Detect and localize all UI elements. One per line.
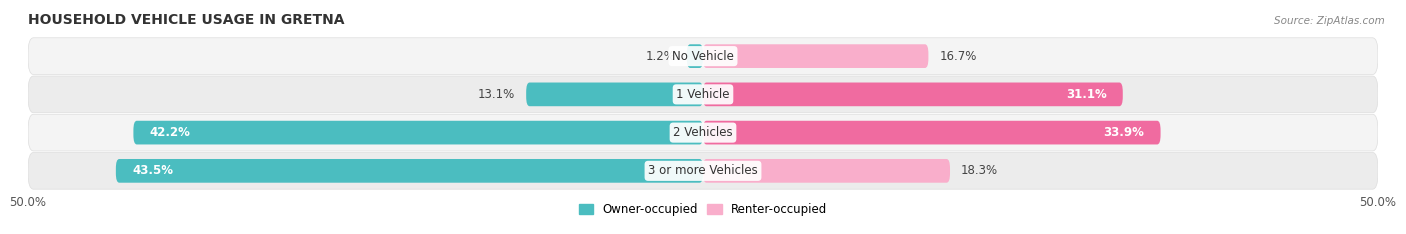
FancyBboxPatch shape xyxy=(703,159,950,183)
FancyBboxPatch shape xyxy=(703,44,928,68)
FancyBboxPatch shape xyxy=(703,83,1123,106)
FancyBboxPatch shape xyxy=(134,121,703,144)
FancyBboxPatch shape xyxy=(28,153,1378,189)
FancyBboxPatch shape xyxy=(115,159,703,183)
FancyBboxPatch shape xyxy=(703,121,1160,144)
Text: 1.2%: 1.2% xyxy=(647,50,676,63)
FancyBboxPatch shape xyxy=(28,38,1378,74)
Text: 13.1%: 13.1% xyxy=(478,88,516,101)
Text: Source: ZipAtlas.com: Source: ZipAtlas.com xyxy=(1274,16,1385,26)
Text: 33.9%: 33.9% xyxy=(1104,126,1144,139)
Text: 16.7%: 16.7% xyxy=(939,50,977,63)
Text: 42.2%: 42.2% xyxy=(149,126,190,139)
FancyBboxPatch shape xyxy=(28,76,1378,113)
Text: 2 Vehicles: 2 Vehicles xyxy=(673,126,733,139)
Text: No Vehicle: No Vehicle xyxy=(672,50,734,63)
Text: 1 Vehicle: 1 Vehicle xyxy=(676,88,730,101)
Text: 18.3%: 18.3% xyxy=(960,164,998,177)
Text: 43.5%: 43.5% xyxy=(132,164,173,177)
Text: HOUSEHOLD VEHICLE USAGE IN GRETNA: HOUSEHOLD VEHICLE USAGE IN GRETNA xyxy=(28,13,344,27)
FancyBboxPatch shape xyxy=(686,44,703,68)
Text: 31.1%: 31.1% xyxy=(1066,88,1107,101)
Text: 3 or more Vehicles: 3 or more Vehicles xyxy=(648,164,758,177)
FancyBboxPatch shape xyxy=(28,114,1378,151)
Legend: Owner-occupied, Renter-occupied: Owner-occupied, Renter-occupied xyxy=(574,198,832,220)
FancyBboxPatch shape xyxy=(526,83,703,106)
